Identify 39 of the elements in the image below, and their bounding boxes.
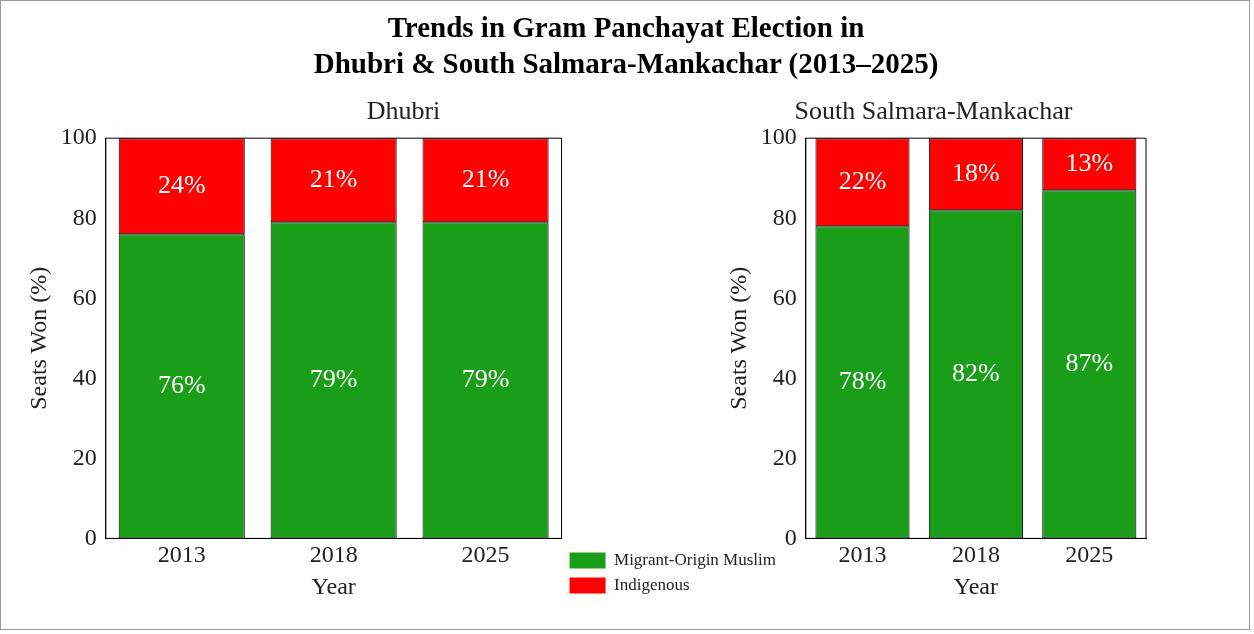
data-label: 21% [461, 164, 510, 194]
x-axis-title: Year [953, 572, 999, 599]
y-tick-label: 80 [72, 203, 97, 230]
x-axis-title: Year [311, 572, 356, 599]
x-tick-label: 2025 [461, 541, 510, 568]
chart-subtitle: Dhubri [366, 96, 441, 126]
data-label: 18% [952, 158, 1000, 188]
y-tick-label: 60 [72, 283, 97, 310]
x-tick-label: 2013 [838, 541, 887, 568]
legend-label: Indigenous [614, 574, 690, 594]
data-label: 78% [838, 366, 887, 396]
data-label: 87% [1065, 348, 1114, 378]
x-tick-label: 2013 [157, 541, 206, 568]
y-tick-label: 40 [72, 363, 97, 390]
y-tick-label: 100 [60, 123, 97, 150]
x-tick-label: 2018 [951, 541, 1000, 568]
x-tick-label: 2018 [309, 541, 358, 568]
y-axis-title: Seats Won (%) [24, 266, 51, 410]
legend-label: Migrant-Origin Muslim [614, 549, 776, 569]
y-tick-label: 0 [84, 523, 97, 550]
y-tick-label: 0 [784, 523, 797, 550]
x-tick-label: 2025 [1065, 541, 1114, 568]
data-label: 21% [309, 164, 358, 194]
data-label: 76% [157, 370, 206, 400]
y-tick-label: 20 [772, 443, 797, 470]
data-label: 79% [309, 364, 358, 394]
y-tick-label: 40 [772, 363, 797, 390]
y-axis-title: Seats Won (%) [724, 266, 751, 410]
chart-title: South Salmara-Mankachar [794, 96, 1073, 126]
y-tick-label: 20 [72, 443, 97, 470]
y-tick-label: 100 [760, 123, 797, 150]
y-tick-label: 80 [772, 203, 797, 230]
data-label: 13% [1065, 148, 1114, 178]
data-label: 79% [461, 364, 510, 394]
data-label: 24% [157, 170, 206, 200]
data-label: 82% [952, 358, 1000, 388]
text: Trends in Gram Panchayat Election in Dhubri & South Salmara-Mankachar (2013–2025) [312, 10, 940, 81]
y-tick-label: 60 [772, 283, 797, 310]
data-label: 22% [838, 166, 887, 196]
